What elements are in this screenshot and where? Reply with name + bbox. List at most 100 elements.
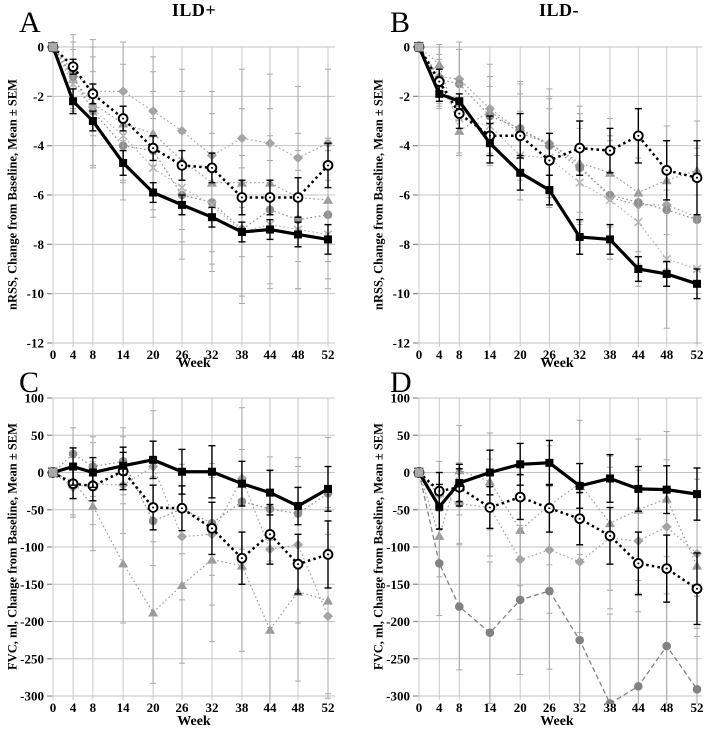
svg-text:44: 44 — [263, 700, 277, 715]
svg-text:-6: -6 — [33, 188, 44, 203]
svg-text:-2: -2 — [33, 89, 44, 104]
series-gray-circle — [48, 41, 333, 305]
svg-text:20: 20 — [147, 700, 160, 715]
svg-text:100: 100 — [391, 391, 411, 406]
baseline-overlap-marker — [48, 42, 58, 52]
svg-text:26: 26 — [175, 347, 189, 362]
series-gray-x — [48, 42, 333, 297]
series-gray-circle — [414, 468, 702, 704]
series-gray-triangle — [48, 39, 333, 263]
svg-text:44: 44 — [263, 347, 277, 362]
baseline-overlap-marker — [414, 42, 424, 52]
svg-text:-250: -250 — [386, 651, 410, 666]
axis-tick-labels: 0-2-4-6-8-10-120 4 8 14 20 26 32 38 44 48 52 — [27, 40, 335, 363]
svg-text:0: 0 — [404, 40, 411, 55]
x-axis-label-panel-b: Week — [540, 356, 574, 371]
series-open-circle — [47, 41, 334, 218]
svg-text:48: 48 — [660, 700, 674, 715]
svg-text:-300: -300 — [20, 689, 44, 704]
panel-letter-b: B — [390, 6, 411, 39]
svg-text:-50: -50 — [27, 502, 44, 517]
svg-text:50: 50 — [31, 428, 44, 443]
series-black-square — [415, 439, 701, 530]
svg-text:-8: -8 — [399, 237, 410, 252]
panel-a-plot: 0-2-4-6-8-10-120 4 8 14 20 26 32 38 44 48 52 — [27, 34, 335, 363]
x-axis-label-panel-a: Week — [177, 356, 211, 371]
svg-text:32: 32 — [205, 347, 218, 362]
panel-letter-c: C — [19, 366, 40, 399]
svg-text:14: 14 — [117, 347, 131, 362]
svg-text:52: 52 — [322, 700, 335, 715]
svg-text:-4: -4 — [33, 138, 44, 153]
panel-letter-d: D — [390, 366, 412, 399]
svg-text:-300: -300 — [386, 689, 410, 704]
series-gray-diamond — [414, 41, 702, 287]
panel-letter-a: A — [19, 6, 41, 39]
column-title-ild-plus: ILD+ — [171, 0, 217, 20]
svg-text:44: 44 — [632, 700, 646, 715]
svg-text:-200: -200 — [386, 614, 410, 629]
x-axis-label-panel-c: Week — [177, 714, 211, 729]
svg-text:-200: -200 — [20, 614, 44, 629]
svg-text:-250: -250 — [20, 651, 44, 666]
svg-text:48: 48 — [660, 347, 674, 362]
svg-text:52: 52 — [691, 347, 704, 362]
svg-text:-50: -50 — [393, 502, 410, 517]
baseline-overlap-marker — [414, 467, 424, 478]
svg-text:-8: -8 — [33, 237, 44, 252]
svg-text:0: 0 — [50, 347, 57, 362]
svg-text:4: 4 — [436, 347, 443, 362]
svg-text:48: 48 — [292, 700, 306, 715]
svg-text:0: 0 — [416, 700, 423, 715]
gridlines — [47, 397, 335, 700]
gridlines — [413, 397, 702, 700]
svg-text:0: 0 — [50, 700, 57, 715]
axis-tick-labels: 100 50 0 -50 -100 -150 -200 -250 -300 0 4 8 14 20 26 32… — [20, 391, 334, 716]
svg-text:32: 32 — [205, 700, 218, 715]
svg-text:4: 4 — [70, 347, 77, 362]
svg-text:14: 14 — [117, 700, 131, 715]
gridlines — [413, 46, 702, 347]
svg-text:26: 26 — [543, 347, 557, 362]
svg-text:-150: -150 — [386, 577, 410, 592]
svg-text:0: 0 — [38, 465, 45, 480]
svg-text:8: 8 — [90, 347, 97, 362]
svg-text:48: 48 — [292, 347, 306, 362]
svg-text:26: 26 — [175, 700, 189, 715]
series-gray-triangle — [414, 42, 702, 253]
x-axis-label-panel-d: Week — [540, 714, 574, 729]
svg-text:38: 38 — [235, 347, 249, 362]
svg-text:26: 26 — [543, 700, 557, 715]
svg-text:-100: -100 — [20, 540, 44, 555]
svg-text:-12: -12 — [27, 336, 44, 351]
svg-text:100: 100 — [25, 391, 45, 406]
svg-text:-2: -2 — [399, 89, 410, 104]
svg-text:32: 32 — [573, 347, 586, 362]
svg-text:4: 4 — [436, 700, 443, 715]
panel-b-plot: 0-2-4-6-8-10-120 4 8 14 20 26 32 38 44 48 52 — [393, 40, 704, 363]
svg-text:52: 52 — [691, 700, 704, 715]
series-gray-diamond — [48, 407, 333, 699]
svg-text:14: 14 — [483, 700, 497, 715]
axis-tick-labels: 0-2-4-6-8-10-120 4 8 14 20 26 32 38 44 48 52 — [393, 40, 704, 363]
svg-text:0: 0 — [416, 347, 423, 362]
column-title-ild-minus: ILD- — [538, 0, 579, 20]
svg-text:0: 0 — [38, 40, 45, 55]
svg-text:-150: -150 — [20, 577, 44, 592]
svg-text:8: 8 — [456, 347, 463, 362]
svg-text:-10: -10 — [393, 286, 410, 301]
panel-c-plot: 100 50 0 -50 -100 -150 -200 -250 -300 0 4 8 14 20 26 32… — [20, 391, 335, 716]
series-gray-diamond — [48, 34, 333, 231]
svg-text:8: 8 — [456, 700, 463, 715]
svg-text:38: 38 — [603, 347, 617, 362]
series-black-square — [49, 43, 332, 255]
series-open-circle — [413, 467, 703, 626]
svg-text:52: 52 — [322, 347, 335, 362]
svg-text:4: 4 — [70, 700, 77, 715]
svg-text:32: 32 — [573, 700, 586, 715]
svg-text:14: 14 — [483, 347, 497, 362]
svg-text:44: 44 — [632, 347, 646, 362]
